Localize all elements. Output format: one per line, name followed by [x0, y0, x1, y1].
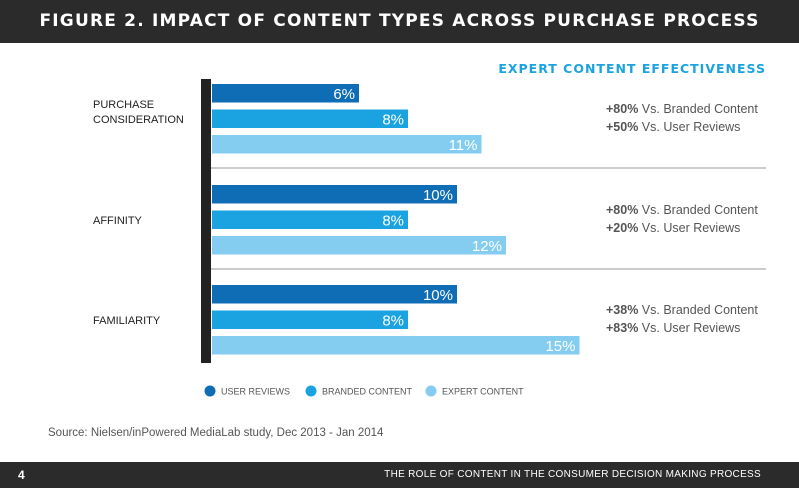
legend-label-2: EXPERT CONTENT [442, 387, 524, 397]
legend-swatch-2 [425, 385, 437, 397]
comparison-text-2-0: +38% Vs. Branded Content [606, 303, 758, 317]
bar-1-1 [212, 210, 408, 229]
bar-1-0 [212, 185, 457, 204]
comparison-text-0-1: +50% Vs. User Reviews [606, 120, 740, 134]
comparison-text-2-1: +83% Vs. User Reviews [606, 321, 740, 335]
chart-title: EXPERT CONTENT EFFECTIVENESS [498, 61, 766, 76]
bar-value-label-2-2: 15% [545, 338, 575, 355]
legend-swatch-0 [204, 385, 216, 397]
category-label-1: AFFINITY [93, 215, 143, 227]
bar-2-2 [212, 336, 580, 355]
bar-value-label-1-1: 8% [382, 213, 404, 230]
category-label-2: FAMILIARITY [93, 315, 161, 327]
bar-1-2 [212, 236, 506, 255]
y-axis-bar [201, 79, 211, 363]
comparison-text-1-0: +80% Vs. Branded Content [606, 203, 758, 217]
bar-value-label-0-1: 8% [382, 112, 404, 129]
comparison-text-1-1: +20% Vs. User Reviews [606, 221, 740, 235]
bar-value-label-2-1: 8% [382, 313, 404, 330]
bar-chart: PURCHASE CONSIDERATION 6% 8% 11% +80% Vs. Bra… [93, 79, 766, 397]
bar-0-1 [212, 109, 408, 128]
legend-swatch-1 [305, 385, 317, 397]
source-note: Source: Nielsen/inPowered MediaLab study… [48, 427, 384, 439]
bar-value-label-0-2: 11% [449, 137, 478, 154]
bar-value-label-0-0: 6% [333, 86, 355, 103]
bar-2-1 [212, 310, 408, 329]
bar-0-2 [212, 135, 482, 154]
page-number: 4 [18, 468, 25, 482]
comparison-text-0-0: +80% Vs. Branded Content [606, 102, 758, 116]
figure-title: FIGURE 2. IMPACT OF CONTENT TYPES ACROSS… [0, 0, 799, 43]
footer-bar: 4 THE ROLE OF CONTENT IN THE CONSUMER DE… [0, 462, 799, 488]
bar-0-0 [212, 84, 359, 103]
footer-title: THE ROLE OF CONTENT IN THE CONSUMER DECI… [384, 469, 761, 480]
bar-value-label-1-2: 12% [472, 238, 502, 255]
category-label-0: PURCHASE CONSIDERATION [93, 99, 184, 126]
bar-value-label-1-0: 10% [423, 187, 453, 204]
bar-2-0 [212, 285, 457, 304]
legend-label-0: USER REVIEWS [221, 387, 290, 397]
bar-value-label-2-0: 10% [423, 287, 453, 304]
legend-label-1: BRANDED CONTENT [322, 387, 413, 397]
